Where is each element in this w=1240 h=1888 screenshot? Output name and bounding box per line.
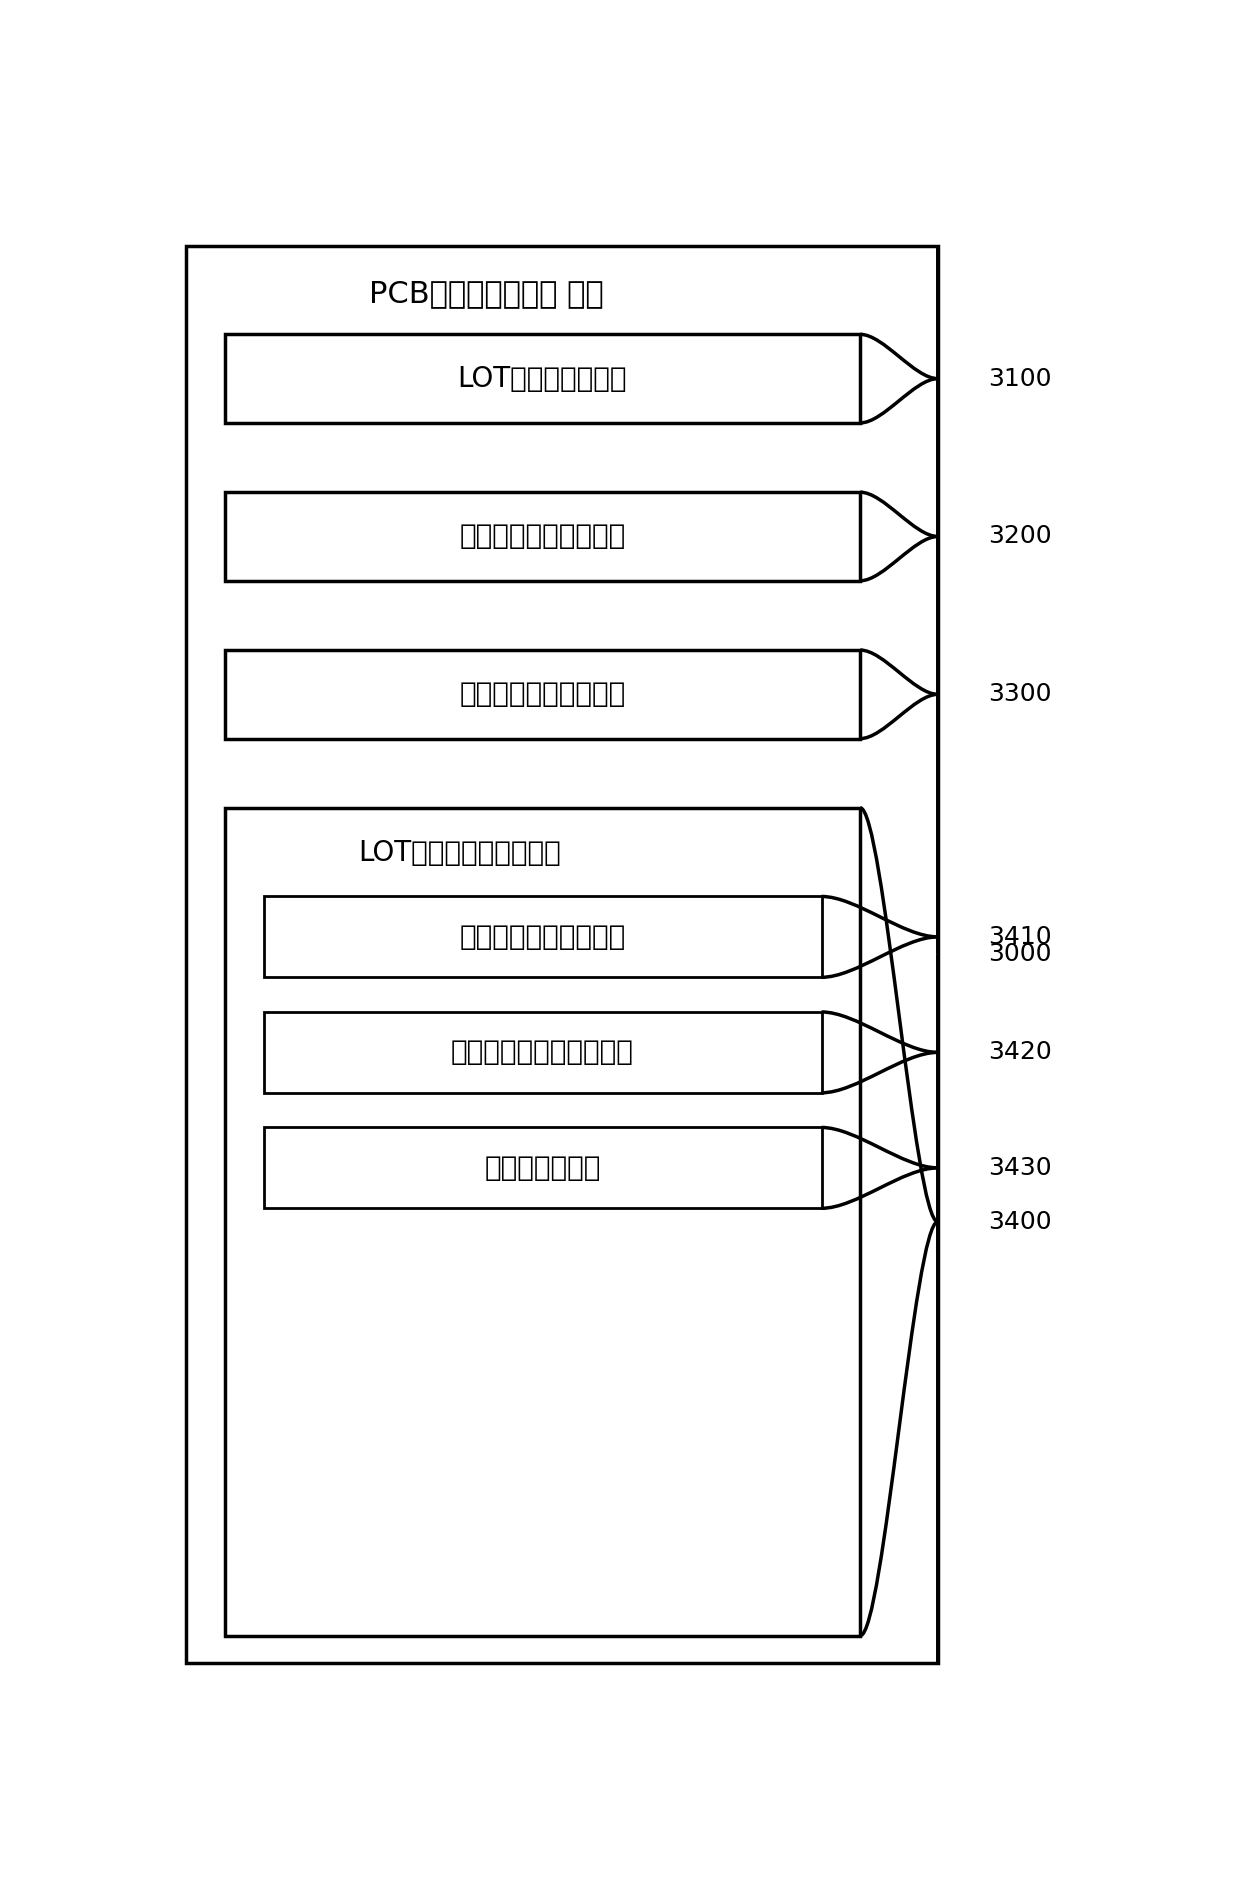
- Text: 3000: 3000: [988, 942, 1052, 967]
- Text: 缺陷信息列表获取装置: 缺陷信息列表获取装置: [459, 523, 626, 551]
- FancyBboxPatch shape: [186, 245, 937, 1663]
- Text: 汇总图生成装置: 汇总图生成装置: [485, 1154, 600, 1182]
- Text: 3400: 3400: [988, 1210, 1052, 1233]
- Text: 检验项目信息状态设置: 检验项目信息状态设置: [459, 923, 626, 952]
- Text: 3300: 3300: [988, 682, 1052, 706]
- Text: 3420: 3420: [988, 1040, 1052, 1065]
- Text: PCB板检验数据处理 装置: PCB板检验数据处理 装置: [370, 279, 604, 308]
- FancyBboxPatch shape: [224, 649, 861, 738]
- FancyBboxPatch shape: [263, 1127, 821, 1208]
- FancyBboxPatch shape: [263, 897, 821, 978]
- FancyBboxPatch shape: [224, 808, 861, 1635]
- FancyBboxPatch shape: [224, 334, 861, 423]
- Text: 3430: 3430: [988, 1155, 1052, 1180]
- Text: LOT卡信息获取装置: LOT卡信息获取装置: [458, 364, 627, 393]
- FancyBboxPatch shape: [263, 1012, 821, 1093]
- Text: 若检验完成信号生成装置: 若检验完成信号生成装置: [451, 1038, 634, 1067]
- Text: 缺陷信息状态设置装置: 缺陷信息状态设置装置: [459, 680, 626, 708]
- Text: 3200: 3200: [988, 525, 1052, 549]
- Text: 3410: 3410: [988, 925, 1052, 950]
- Text: LOT卡检验信息生成装置: LOT卡检验信息生成装置: [358, 838, 562, 867]
- Text: 3100: 3100: [988, 366, 1052, 391]
- FancyBboxPatch shape: [224, 493, 861, 582]
